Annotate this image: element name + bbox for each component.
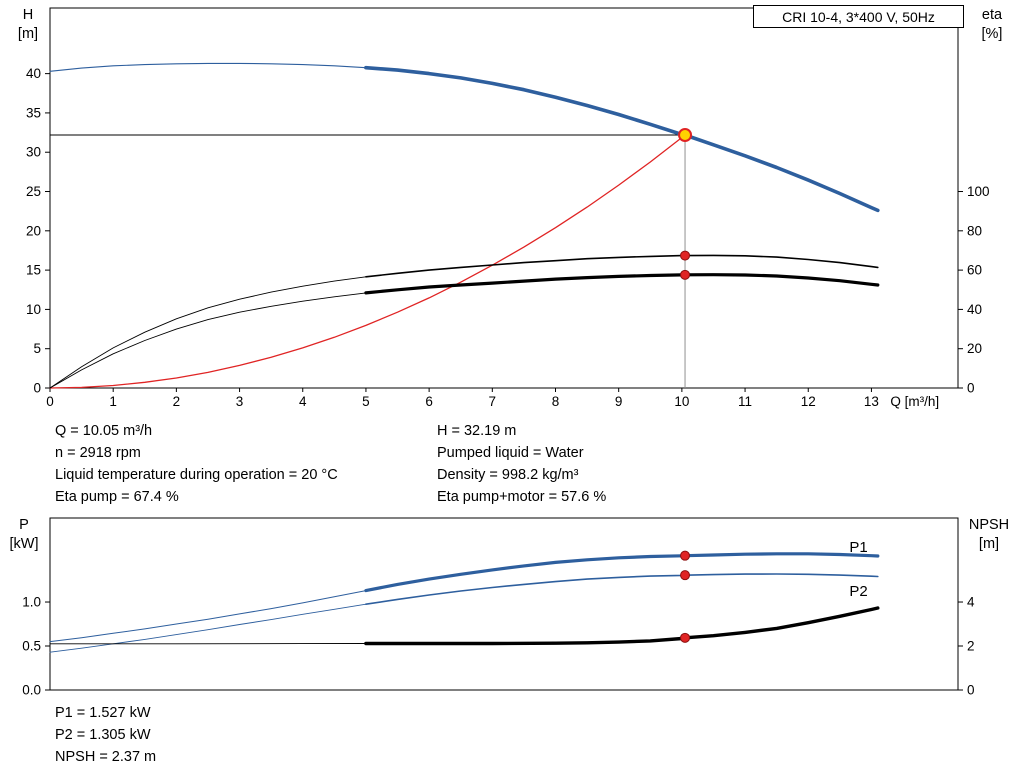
npsh-point (680, 632, 691, 643)
readout-speed: n = 2918 rpm (55, 445, 141, 461)
npsh-axis-title: NPSH [m] (962, 516, 1016, 554)
left-tick-label: 15 (26, 263, 41, 278)
readout-pumped-liquid: Pumped liquid = Water (437, 445, 584, 461)
left-tick-label: 20 (26, 223, 41, 238)
power-readout: P1 = 1.527 kW P2 = 1.305 kW NPSH = 2.37 … (55, 702, 156, 768)
head-axis-unit: [m] (17, 26, 39, 42)
right-tick-label: 20 (967, 341, 982, 356)
right-tick-label: 60 (967, 263, 982, 278)
x-tick-label: 0 (46, 394, 54, 409)
eta-pump-motor (364, 273, 880, 295)
power-npsh-chart: 0.0 0.5 1.0 0 2 4 P1 P2 (22, 517, 975, 698)
readout-p2: P2 = 1.305 kW (55, 727, 151, 743)
x-tick-label: 2 (173, 394, 181, 409)
left-tick-label: 40 (26, 66, 41, 81)
x-tick-label: 13 (864, 394, 879, 409)
x-tick-label: 10 (674, 394, 689, 409)
npsh-axis-symbol: NPSH (968, 517, 1010, 533)
pump-model-box: CRI 10-4, 3*400 V, 50Hz (753, 5, 964, 28)
x-tick-label: 1 (109, 394, 117, 409)
system-curve (49, 134, 686, 389)
p1-point (680, 550, 691, 561)
right-tick-label: 40 (967, 302, 982, 317)
right-tick-label: 0 (967, 381, 975, 396)
left-tick-label: 0.0 (22, 683, 41, 698)
x-tick-label: 4 (299, 394, 307, 409)
p2-curve (365, 573, 879, 606)
power-axis-symbol: P (19, 517, 29, 533)
npsh-curve (364, 606, 880, 646)
p2-curve-thin (49, 603, 367, 653)
eta-pump-motor-thin (49, 292, 367, 389)
x-axis-title: Q [m³/h] (890, 394, 939, 409)
right-tick-label: 100 (967, 184, 990, 199)
readout-npsh: NPSH = 2.37 m (55, 749, 157, 765)
duty-readout-right: H = 32.19 m Pumped liquid = Water Densit… (437, 420, 606, 508)
right-tick-label: 0 (967, 683, 975, 698)
right-tick-label: 4 (967, 595, 975, 610)
p2-curve-label: P2 (849, 583, 867, 600)
x-tick-label: 12 (801, 394, 816, 409)
eta-axis-unit: [%] (981, 26, 1003, 42)
readout-flow: Q = 10.05 m³/h (55, 423, 153, 439)
left-tick-label: 0 (33, 381, 41, 396)
p1-curve-thin (49, 590, 367, 643)
eta-pump-motor-point (680, 269, 691, 280)
qh-curve (364, 65, 880, 213)
x-tick-label: 3 (236, 394, 244, 409)
readout-p1: P1 = 1.527 kW (55, 705, 151, 721)
x-tick-label: 7 (489, 394, 497, 409)
p1-curve-label: P1 (849, 539, 867, 556)
eta-pump (365, 254, 879, 278)
eta-pump-thin (49, 276, 367, 389)
x-tick-label: 6 (425, 394, 433, 409)
readout-head: H = 32.19 m (437, 423, 517, 439)
eta-pump-point (680, 250, 691, 261)
readout-eta-pump-motor: Eta pump+motor = 57.6 % (437, 489, 607, 505)
right-tick-label: 80 (967, 223, 982, 238)
x-tick-label: 8 (552, 394, 560, 409)
x-tick-label: 5 (362, 394, 370, 409)
left-tick-label: 1.0 (22, 595, 41, 610)
left-tick-label: 30 (26, 145, 41, 160)
x-tick-label: 11 (738, 394, 752, 409)
duty-readout-left: Q = 10.05 m³/h n = 2918 rpm Liquid tempe… (55, 420, 338, 508)
head-axis-title: H [m] (8, 6, 48, 44)
left-tick-label: 0.5 (22, 639, 41, 654)
power-axis-title: P [kW] (2, 516, 46, 554)
duty-point-marker (678, 128, 693, 143)
eta-axis-symbol: eta (981, 7, 1003, 23)
head-axis-symbol: H (22, 7, 34, 23)
power-npsh-chart-frame (49, 517, 959, 691)
qh-eta-chart: 0 1 2 3 4 5 6 7 8 9 10 11 12 130510152025303540020406… (26, 7, 990, 409)
left-tick-label: 35 (26, 105, 41, 120)
p1-curve (364, 552, 880, 593)
npsh-axis-unit: [m] (978, 536, 1000, 552)
left-tick-label: 25 (26, 184, 41, 199)
eta-axis-title: eta [%] (968, 6, 1016, 44)
readout-liquid-temperature: Liquid temperature during operation = 20… (55, 467, 338, 483)
qh-curve-thin (49, 62, 367, 72)
readout-density: Density = 998.2 kg/m³ (437, 467, 579, 483)
left-tick-label: 10 (26, 302, 41, 317)
x-tick-label: 9 (615, 394, 623, 409)
qh-eta-chart-frame (49, 7, 959, 389)
left-tick-label: 5 (33, 341, 41, 356)
right-tick-label: 2 (967, 639, 975, 654)
power-axis-unit: [kW] (9, 536, 39, 552)
p2-point (680, 570, 691, 581)
readout-eta-pump: Eta pump = 67.4 % (55, 489, 179, 505)
